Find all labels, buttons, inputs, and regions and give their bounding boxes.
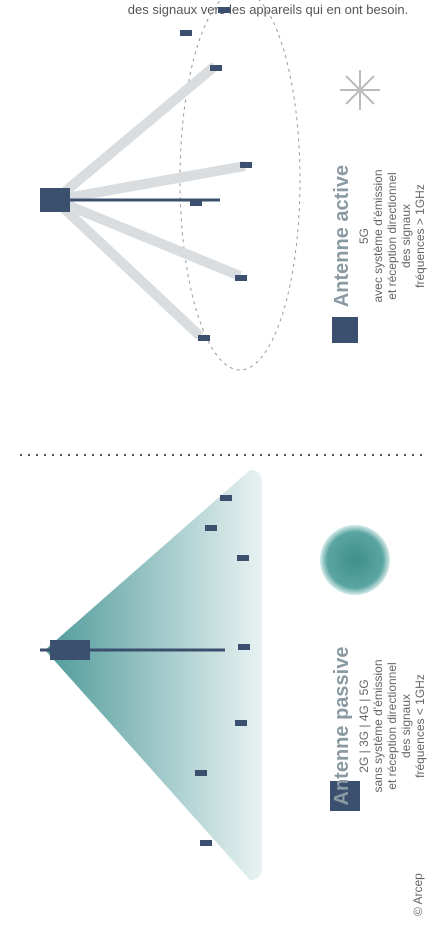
active-generations: 5G <box>357 228 371 244</box>
antenna <box>40 188 70 212</box>
credit: © Arcep <box>411 873 425 916</box>
active-description: avec système d'émission <box>371 169 385 302</box>
active-frequency: fréquences > 1GHz <box>413 184 427 288</box>
active-description: des signaux <box>399 204 413 268</box>
landscape-group: Antenne passive 2G | 3G | 4G | 5G sans s… <box>20 0 427 916</box>
passive-description: et réception directionnel <box>385 662 399 789</box>
antenna <box>50 640 90 660</box>
passive-description: des signaux <box>399 694 413 758</box>
passive-description: sans système d'émission <box>371 659 385 792</box>
coverage-ellipse <box>179 0 301 371</box>
passive-title: Antenne passive <box>331 647 353 806</box>
active-description: et réception directionnel <box>385 172 399 299</box>
beam-icon <box>340 70 380 110</box>
active-icon <box>332 317 358 343</box>
passive-icon <box>330 781 360 811</box>
active-title: Antenne active <box>331 165 353 307</box>
beams <box>51 62 246 340</box>
devices <box>195 495 250 846</box>
passive-coverage-icon <box>320 525 390 595</box>
passive-generations: 2G | 3G | 4G | 5G <box>357 679 371 772</box>
header-text: des signaux vers les appareils qui en on… <box>128 2 408 17</box>
passive-frequency: fréquences < 1GHz <box>413 674 427 778</box>
coverage-triangle <box>45 470 262 880</box>
devices <box>180 7 252 341</box>
